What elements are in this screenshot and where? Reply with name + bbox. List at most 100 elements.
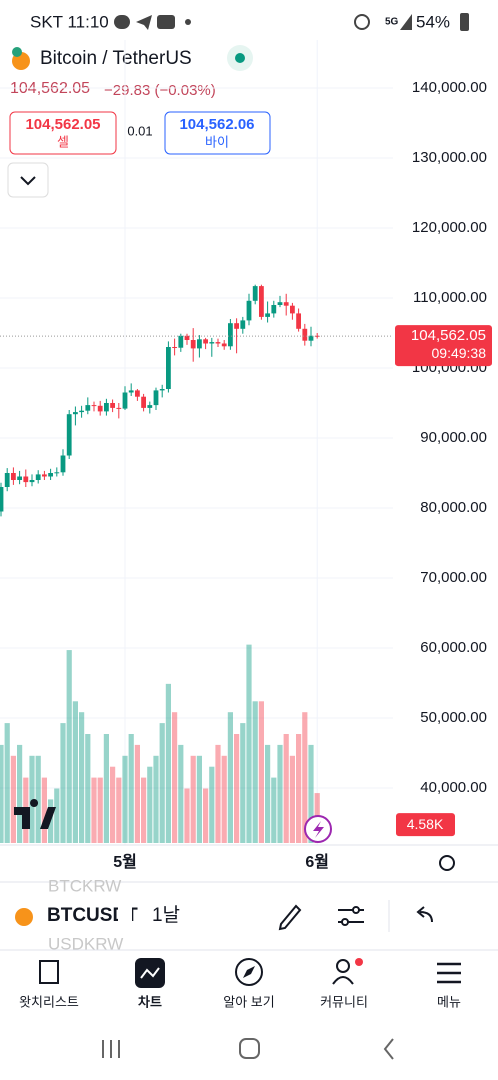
candle-body (23, 476, 29, 483)
volume-bar (277, 744, 283, 843)
interval[interactable]: 1날 (152, 904, 180, 926)
candle-body (97, 405, 103, 412)
candle-body (203, 339, 208, 344)
btc-icon (15, 908, 33, 926)
status-icon (354, 14, 370, 30)
volume-bar (97, 777, 103, 843)
last-price-label: 104,562.05 (411, 327, 486, 344)
y-tick-label: 80,000.00 (420, 499, 487, 516)
collapse-button[interactable] (7, 162, 49, 198)
lightning (313, 821, 324, 838)
candle-body (122, 392, 128, 409)
y-tick-label: 130,000.00 (412, 149, 487, 166)
community-icon[interactable] (336, 959, 350, 973)
candle-body (104, 403, 109, 412)
candle-body (147, 405, 153, 408)
volume-bar (184, 788, 190, 843)
undo-icon[interactable] (416, 906, 433, 923)
candle-body (17, 476, 22, 480)
volume-bar (227, 712, 233, 843)
symbol[interactable]: BTCUSDT (47, 905, 138, 926)
candle-body (135, 390, 140, 397)
fade (118, 898, 132, 934)
notification-dot (355, 958, 363, 966)
volume-bar (308, 744, 314, 843)
spread: 0.01 (127, 123, 152, 138)
symbol-next: USDKRW (48, 934, 123, 953)
candle-body (11, 473, 16, 480)
compass (243, 966, 255, 978)
symbol-prev: BTCKRW (48, 876, 121, 895)
buy-button[interactable] (164, 111, 271, 155)
nav: 왓치리스트 차트 알아 보기 커뮤니티 메뉴 (19, 994, 461, 1009)
volume-bar (66, 650, 72, 843)
network: 5G (385, 17, 399, 28)
header-price: 104,562.05 (10, 80, 90, 97)
chart-glyph (140, 967, 160, 979)
header-change: −29.83 (−0.03%) (104, 82, 216, 99)
candle-body (296, 313, 301, 329)
candle-body (4, 473, 10, 487)
candle-body (42, 474, 47, 477)
volume-bar (128, 734, 134, 843)
volume-bar (72, 701, 78, 843)
nav-label: 왓치리스트 (19, 994, 79, 1009)
draw-icon[interactable] (278, 904, 302, 931)
candle-body (141, 396, 146, 408)
volume-bar (221, 755, 227, 843)
last-volume-box (396, 813, 455, 837)
volume-bar (85, 734, 91, 843)
volume-bar (0, 744, 4, 843)
volume-bar (240, 723, 246, 843)
market-dot (235, 53, 245, 63)
candle-body (172, 347, 177, 348)
volume-bar (60, 723, 66, 843)
volume-bar (271, 777, 277, 843)
candle-body (73, 412, 78, 415)
volume-bar (147, 766, 153, 843)
candle-body (314, 335, 320, 337)
volume-bar (91, 777, 97, 843)
symbol-name: Bitcoin / TetherUS (40, 48, 192, 69)
candle-body (240, 320, 246, 329)
community-glyph (332, 976, 354, 985)
volume-bar (153, 755, 159, 843)
candle-body (0, 487, 4, 512)
candle-body (54, 472, 60, 474)
candle-body (252, 286, 258, 301)
volume-bar (215, 744, 221, 843)
chart: 140,000.00 130,000.00 120,000.00 110,000.00… (0, 40, 492, 871)
candle-body (128, 390, 134, 393)
volume-bar (79, 712, 85, 843)
volume-bar (234, 734, 240, 843)
volume-bar (203, 788, 209, 843)
explore-icon[interactable] (235, 958, 263, 986)
volume-bar (134, 744, 140, 843)
status-time: SKT 11:10 (30, 12, 109, 31)
volume-bar (246, 644, 252, 843)
volume-bar (209, 766, 215, 843)
volume-bar (178, 744, 184, 843)
battery: 54% (416, 12, 450, 31)
tv-logo (14, 799, 56, 829)
settings-icon[interactable] (439, 855, 455, 871)
system-nav (102, 1038, 394, 1060)
menu-icon[interactable] (437, 962, 461, 984)
indicator-icon[interactable] (338, 906, 364, 926)
watchlist-icon[interactable] (39, 960, 59, 984)
volume-bar (116, 777, 122, 843)
volume-bar (283, 734, 289, 843)
candle-body (153, 390, 159, 406)
status-icon (114, 15, 130, 29)
battery-icon (460, 13, 469, 31)
volume-bar (4, 723, 10, 843)
sell-button[interactable] (9, 111, 117, 155)
status-icon (157, 15, 175, 29)
candle-body (184, 335, 190, 340)
nav-label: 메뉴 (437, 994, 461, 1009)
candle-body (234, 323, 239, 329)
candle-body (159, 389, 165, 391)
volume-bar (122, 755, 128, 843)
y-tick-label: 120,000.00 (412, 219, 487, 236)
